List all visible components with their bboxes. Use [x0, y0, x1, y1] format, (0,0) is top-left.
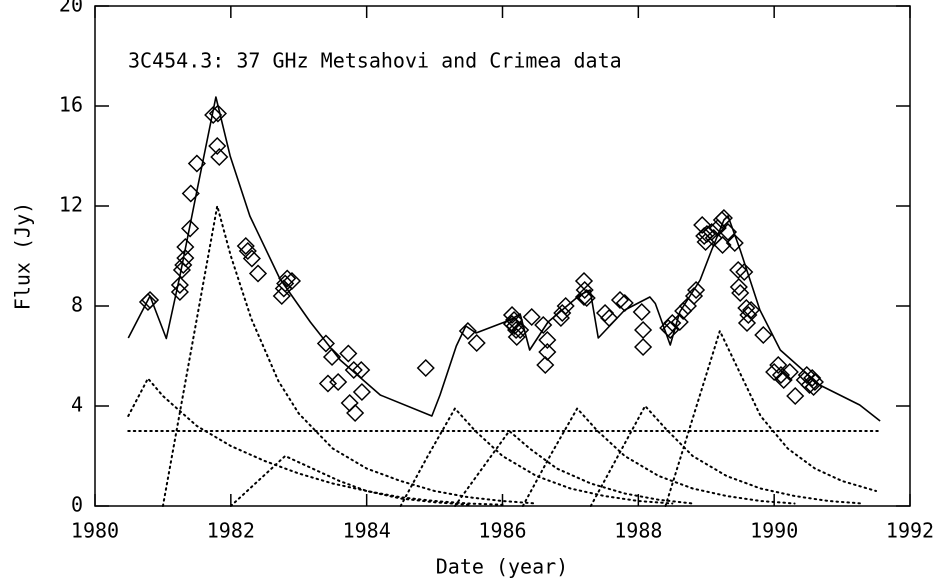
- data-point: [138, 292, 158, 312]
- component-line: [127, 377, 504, 506]
- component-line: [664, 330, 878, 507]
- data-point: [507, 327, 526, 347]
- data-point: [600, 308, 619, 328]
- data-point: [553, 303, 572, 323]
- data-point: [731, 283, 750, 303]
- data-point: [176, 237, 195, 257]
- data-point: [236, 236, 255, 256]
- y-axis-label: Flux (Jy): [11, 202, 35, 310]
- data-point: [771, 365, 791, 385]
- data-point: [575, 280, 594, 300]
- data-point: [248, 264, 268, 283]
- data-point: [538, 342, 557, 362]
- component-line: [521, 407, 796, 507]
- y-tick-label: 16: [59, 93, 83, 117]
- data-point: [754, 325, 773, 345]
- data-point: [507, 320, 526, 340]
- data-point: [595, 303, 615, 323]
- data-point: [467, 333, 486, 353]
- data-point: [610, 290, 630, 310]
- y-tick-label: 12: [59, 193, 83, 217]
- data-point: [684, 286, 704, 306]
- data-point: [176, 248, 195, 268]
- data-point: [714, 208, 733, 228]
- chart-title: 3C454.3: 37 GHz Metsahovi and Crimea dat…: [128, 49, 622, 73]
- data-point: [702, 222, 721, 242]
- data-point: [632, 302, 651, 322]
- data-point: [769, 355, 788, 375]
- x-tick-label: 1986: [478, 519, 526, 543]
- data-point: [340, 393, 359, 413]
- data-point: [170, 275, 189, 295]
- x-tick-label: 1990: [750, 519, 798, 543]
- model-line: [127, 96, 881, 422]
- data-point: [208, 136, 227, 156]
- data-point: [674, 301, 693, 321]
- data-point: [210, 147, 229, 167]
- data-point: [803, 368, 822, 388]
- data-point: [316, 334, 335, 353]
- component-line: [453, 430, 694, 507]
- data-point: [511, 320, 530, 340]
- data-point: [416, 358, 435, 378]
- y-tick-label: 0: [71, 493, 83, 517]
- data-point: [780, 362, 799, 382]
- data-point: [458, 321, 477, 341]
- data-point: [634, 337, 653, 357]
- data-point: [725, 233, 744, 253]
- data-point: [181, 219, 200, 238]
- x-axis-label: Date (year): [436, 555, 568, 579]
- data-point: [634, 320, 653, 340]
- x-tick-label: 1980: [71, 519, 119, 543]
- y-tick-label: 4: [71, 393, 83, 417]
- y-tick-label: 8: [71, 293, 83, 317]
- data-point: [238, 241, 257, 261]
- data-point: [204, 105, 223, 125]
- data-point: [322, 347, 342, 367]
- data-point: [670, 312, 689, 332]
- data-point: [739, 305, 758, 325]
- data-point: [574, 287, 594, 307]
- data-point: [735, 262, 754, 282]
- data-point: [693, 215, 712, 235]
- data-point: [687, 280, 706, 300]
- component-line: [399, 407, 674, 507]
- data-point: [729, 260, 748, 280]
- data-point: [805, 372, 824, 392]
- x-tick-label: 1982: [207, 519, 255, 543]
- data-point: [339, 344, 358, 363]
- data-point: [536, 355, 555, 375]
- component-line: [589, 405, 864, 507]
- x-tick-label: 1984: [343, 519, 391, 543]
- data-point: [577, 288, 596, 308]
- data-point: [774, 370, 793, 390]
- data-point: [282, 271, 302, 291]
- data-point: [502, 305, 522, 325]
- data-point: [538, 330, 557, 350]
- data-point: [797, 365, 816, 385]
- data-point: [276, 274, 295, 293]
- component-line: [229, 455, 470, 507]
- x-tick-label: 1992: [886, 519, 934, 543]
- component-line: [161, 205, 538, 507]
- data-point: [278, 269, 297, 288]
- y-tick-label: 20: [59, 0, 83, 17]
- data-point: [352, 382, 371, 402]
- x-tick-label: 1988: [614, 519, 662, 543]
- data-point: [786, 386, 805, 406]
- data-point: [318, 374, 338, 393]
- data-point: [346, 403, 365, 423]
- data-point: [242, 249, 261, 268]
- data-point: [742, 300, 761, 320]
- data-point: [170, 282, 189, 302]
- data-point: [737, 313, 757, 333]
- data-point: [729, 277, 748, 297]
- data-point: [522, 307, 541, 327]
